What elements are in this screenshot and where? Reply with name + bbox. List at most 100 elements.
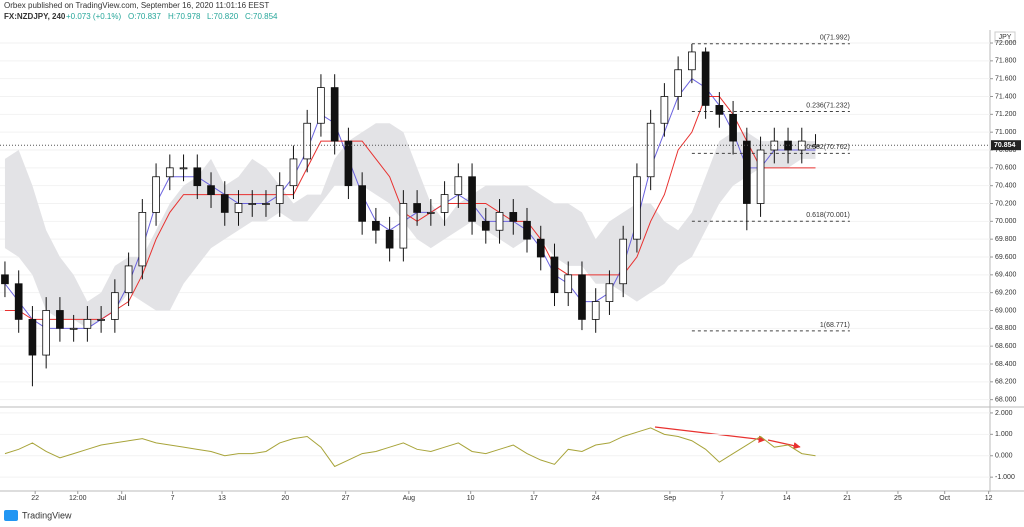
candle-body (28, 319, 37, 356)
last-price-box (991, 140, 1021, 151)
candle-body (564, 274, 573, 294)
y-tick-label: 70.200 (995, 200, 1017, 207)
y-tick-label: 71.200 (995, 111, 1017, 118)
candle-body (97, 319, 105, 321)
candle-body (372, 220, 380, 231)
candle-body (317, 87, 325, 124)
y-tick-label: 69.400 (995, 272, 1017, 279)
candle-body (660, 96, 669, 124)
y-tick-label: 71.000 (995, 129, 1017, 136)
x-tick-label: Oct (939, 495, 950, 502)
ohlc: C:70.854 (245, 12, 278, 21)
y-tick-label: 69.000 (995, 307, 1017, 314)
ohlc: L:70.820 (207, 12, 239, 21)
cloud (4, 123, 816, 329)
y-tick-label: 71.800 (995, 58, 1017, 65)
candle-body (742, 140, 751, 204)
y-tick-label: 70.600 (995, 165, 1017, 172)
candle-body (220, 194, 229, 213)
candle-body (207, 185, 215, 195)
candle-body (605, 283, 614, 302)
indicator-line (4, 96, 816, 320)
candle-body (152, 176, 160, 213)
x-tick-label: 12 (985, 495, 993, 502)
candle-body (289, 158, 298, 187)
x-tick-label: Aug (403, 495, 416, 502)
candle-body (399, 203, 408, 249)
x-tick-label: Jul (117, 495, 126, 502)
candle-body (536, 238, 545, 258)
candle-body (358, 185, 366, 222)
candle-body (674, 69, 682, 97)
x-tick-label: 14 (783, 495, 791, 502)
x-tick-label: 20 (281, 495, 289, 502)
candle-body (138, 212, 147, 267)
y-tick-label: 70.000 (995, 218, 1017, 225)
candle-body (330, 87, 339, 142)
annotation-arrow (654, 426, 766, 443)
osc-y-tick-label: 1.000 (995, 431, 1013, 438)
y-tick-label: 68.000 (995, 396, 1017, 403)
candle-body (646, 122, 655, 178)
publisher: Orbex published on TradingView.com, Sept… (4, 1, 269, 10)
ohlc: H:70.978 (168, 12, 201, 21)
x-tick-label: 13 (218, 495, 226, 502)
x-tick-label: 7 (720, 495, 724, 502)
candle-body (688, 51, 696, 71)
fib-label: 1(68.771) (820, 322, 850, 329)
y-tick-label: 70.400 (995, 183, 1017, 190)
candle-body (729, 113, 737, 142)
currency-box (994, 31, 1016, 43)
candle-body (344, 140, 353, 187)
oscillator-line (4, 427, 816, 468)
candle-body (509, 212, 518, 222)
candle-body (523, 220, 531, 240)
candle-body (440, 194, 449, 213)
candle-body (454, 176, 463, 195)
candle-body (715, 105, 724, 115)
candle-body (481, 220, 490, 231)
x-tick-label: 21 (843, 495, 851, 502)
x-tick-label: 10 (467, 495, 475, 502)
candle-body (468, 176, 476, 222)
osc-y-tick-label: -1.000 (995, 474, 1015, 481)
annotation-arrow (767, 439, 801, 450)
x-tick-label: Sep (664, 495, 677, 502)
x-tick-label: 12:00 (69, 495, 87, 502)
fib-label: 0(71.992) (820, 35, 850, 42)
y-tick-label: 68.200 (995, 379, 1017, 386)
change: +0.073 (+0.1%) (66, 12, 121, 21)
candle-body (193, 167, 202, 187)
candle-body (69, 327, 78, 330)
candle-body (275, 185, 284, 204)
x-tick-label: 17 (530, 495, 538, 502)
last-price-label: 70.854 (994, 142, 1016, 149)
y-tick-label: 68.400 (995, 361, 1017, 368)
x-tick-label: 24 (592, 495, 600, 502)
y-tick-label: 71.600 (995, 76, 1017, 83)
candle-body (385, 229, 394, 249)
candle-body (784, 140, 792, 151)
candle-body (42, 310, 50, 356)
currency: JPY (999, 34, 1012, 41)
candle-body (1, 274, 9, 285)
candle-body (234, 203, 243, 213)
x-tick-label: 27 (342, 495, 350, 502)
candle-body (633, 176, 641, 240)
candle-body (495, 212, 504, 231)
candle-body (756, 149, 765, 204)
y-tick-label: 69.200 (995, 290, 1017, 297)
candle-body (56, 310, 64, 329)
y-tick-label: 69.600 (995, 254, 1017, 261)
candle-body (111, 292, 119, 320)
candle-body (701, 51, 710, 106)
y-tick-label: 68.800 (995, 325, 1017, 332)
candle-body (591, 301, 600, 320)
candle-body (811, 144, 820, 148)
candle-body (165, 167, 174, 178)
x-tick-label: 25 (894, 495, 902, 502)
candle-body (427, 212, 435, 214)
y-tick-label: 68.600 (995, 343, 1017, 350)
candle-body (248, 203, 257, 205)
